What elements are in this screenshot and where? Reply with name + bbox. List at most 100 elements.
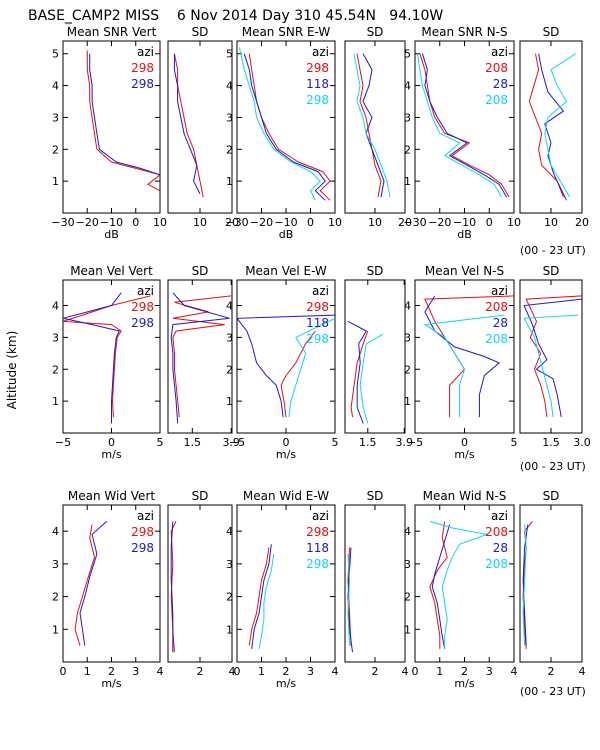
x-tick-label: 10 (153, 216, 167, 229)
x-axis-label: m/s (454, 448, 474, 461)
x-tick-label: −30 (403, 216, 426, 229)
panel-frame (167, 279, 233, 434)
x-tick-label: 1 (258, 665, 265, 678)
x-tick-label: −10 (453, 216, 476, 229)
y-tick-label: 5 (404, 48, 411, 61)
y-tick-label: 1 (52, 395, 59, 408)
legend-entry: 208 (485, 61, 508, 75)
series-blue-118 (243, 53, 326, 201)
y-tick-label: 3 (404, 558, 411, 571)
series-red-208 (525, 295, 583, 418)
y-tick-label: 2 (226, 591, 233, 604)
series-cyan-298 (359, 333, 384, 424)
panel-6: SD 10 20 (519, 25, 589, 229)
panel-title: Mean Vel E-W (245, 264, 327, 278)
series-red-298 (356, 53, 382, 198)
series-red-298 (350, 330, 369, 418)
x-tick-label: 0 (60, 665, 67, 678)
y-tick-label: 4 (52, 300, 59, 313)
x-tick-label: 2 (108, 665, 115, 678)
series-cyan-208 (544, 53, 577, 198)
panel-18: SD 2 4 (519, 489, 586, 678)
x-tick-label: −20 (428, 216, 451, 229)
x-tick-label: 1.5 (542, 436, 560, 449)
x-tick-label: −5 (407, 436, 423, 449)
panel-title: Mean Vel N-S (425, 264, 504, 278)
y-tick-label: 1 (226, 175, 233, 188)
x-tick-label: 0 (412, 665, 419, 678)
series-blue-28 (538, 53, 567, 201)
x-tick-label: −10 (274, 216, 297, 229)
panel-title: SD (543, 264, 560, 278)
legend-azi-label: azi (312, 45, 329, 59)
x-tick-label: 2 (197, 665, 204, 678)
series-blue-28 (424, 295, 501, 418)
legend-entry: 208 (485, 557, 508, 571)
panel-frame (344, 504, 406, 663)
x-tick-label: 0 (461, 436, 468, 449)
series-blue-118 (251, 544, 272, 649)
ut-label-row1: (00 - 23 UT) (520, 244, 586, 257)
panel-15: Mean Wid E-W 0 1 2 3 4 1 2 3 4 m/s azi 298 118 298 (226, 489, 339, 690)
y-tick-label: 3 (404, 111, 411, 124)
series-red-298 (62, 295, 151, 418)
panel-8: SD 1.5 3.9 (167, 264, 240, 449)
panel-2: SD 10 20 (167, 25, 239, 229)
x-axis-label: m/s (101, 448, 121, 461)
y-tick-label: 2 (52, 143, 59, 156)
x-axis-label: m/s (101, 677, 121, 690)
x-axis-label: m/s (276, 677, 296, 690)
x-tick-label: 2 (372, 665, 379, 678)
series-red-208 (528, 53, 564, 198)
x-tick-label: 10 (368, 216, 382, 229)
x-tick-label: 0 (486, 216, 493, 229)
panel-title: Mean SNR N-S (421, 25, 507, 39)
series-cyan-298 (347, 554, 351, 646)
x-tick-label: 10 (328, 216, 342, 229)
series-cyan-208 (417, 53, 503, 198)
panel-title: SD (543, 489, 560, 503)
altitude-axis-label: Altitude (km) (5, 331, 19, 410)
x-tick-label: 3.9 (395, 436, 413, 449)
series-cyan-208 (522, 524, 527, 646)
y-tick-label: 5 (226, 48, 233, 61)
x-tick-label: 10 (193, 216, 207, 229)
x-tick-label: 1 (84, 665, 91, 678)
panel-7: Mean Vel Vert −5 0 5 1 2 3 4 m/s azi 298 298 (52, 264, 164, 461)
legend-entry: 208 (485, 525, 508, 539)
panel-frame (167, 40, 233, 214)
series-blue-298 (79, 521, 108, 646)
series-cyan-298 (353, 53, 391, 198)
x-tick-label: −20 (76, 216, 99, 229)
legend-entry: 298 (131, 541, 154, 555)
x-tick-label: −10 (100, 216, 123, 229)
y-tick-label: 2 (226, 143, 233, 156)
y-tick-label: 4 (404, 525, 411, 538)
y-tick-label: 1 (52, 623, 59, 636)
ut-label-row2: (00 - 23 UT) (520, 460, 586, 473)
series-blue-28 (523, 298, 583, 418)
x-axis-label: dB (104, 228, 119, 241)
x-tick-label: 5 (332, 436, 339, 449)
y-tick-label: 1 (52, 175, 59, 188)
series-cyan-208 (429, 520, 489, 649)
x-tick-label: 5 (511, 436, 518, 449)
legend-entry: 298 (131, 300, 154, 314)
panel-title: SD (192, 264, 209, 278)
legend-azi-label: azi (312, 284, 329, 298)
x-tick-label: 1.5 (184, 436, 202, 449)
panel-1: Mean SNR Vert −30 −20 −10 0 10 1 2 3 4 5 dB azi 298 29… (51, 25, 167, 241)
x-tick-label: 4 (157, 665, 164, 678)
y-tick-label: 3 (52, 331, 59, 344)
series-red-298 (248, 547, 270, 646)
legend-entry: 298 (131, 61, 154, 75)
y-tick-label: 4 (404, 80, 411, 93)
series-blue-298 (170, 292, 230, 424)
panel-4: SD 10 20 (344, 25, 412, 229)
x-tick-label: −30 (51, 216, 74, 229)
y-tick-label: 4 (52, 525, 59, 538)
legend-entry: 298 (306, 557, 329, 571)
series-red-298 (86, 50, 162, 192)
x-tick-label: 1.5 (359, 436, 377, 449)
y-tick-label: 2 (52, 363, 59, 376)
